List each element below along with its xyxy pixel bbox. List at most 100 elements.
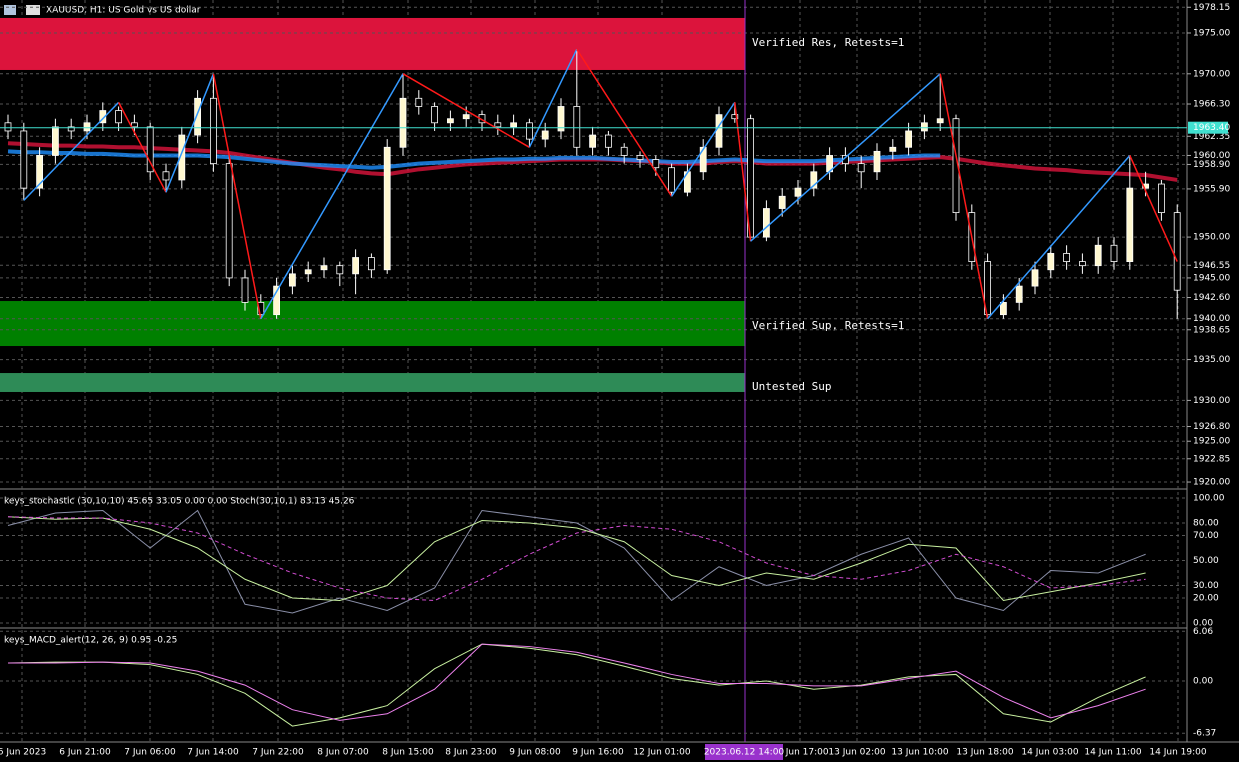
candle-body <box>446 118 454 124</box>
zone <box>0 17 745 70</box>
candle-body <box>146 126 154 173</box>
indicator-line <box>7 516 1146 602</box>
indicator-line <box>7 509 1146 614</box>
y-tick-label: 1922.85 <box>1193 454 1230 464</box>
menu-icon[interactable] <box>4 5 16 15</box>
candle-body <box>699 146 707 173</box>
candle-body <box>1063 253 1070 262</box>
current-price-bg <box>1188 121 1228 134</box>
zigzag-segment <box>670 101 736 197</box>
candle-body <box>273 285 281 316</box>
zigzag-segment <box>260 73 404 320</box>
candle-body <box>605 134 612 148</box>
candle-body <box>589 134 596 148</box>
candle-body <box>652 159 660 169</box>
candle-body <box>794 187 802 197</box>
y-tick-label: 1942.60 <box>1193 293 1230 303</box>
candle-body <box>1173 212 1181 291</box>
time-label: 13 Jun 10:00 <box>891 748 948 758</box>
y-tick-label: 0.00 <box>1193 676 1213 686</box>
candle-body <box>778 195 786 209</box>
zigzag-segment <box>576 48 673 197</box>
y-tick-label: 70.00 <box>1193 531 1219 541</box>
candle-body <box>557 106 565 132</box>
candle-body <box>620 146 628 156</box>
time-label: 14 Jun 03:00 <box>1021 748 1078 758</box>
zigzag-segment <box>987 154 1131 320</box>
time-label: 7 Jun 14:00 <box>187 748 239 758</box>
candle-body <box>541 130 549 140</box>
candle-body <box>336 265 344 275</box>
time-label: 8 Jun 23:00 <box>445 748 497 758</box>
zigzag-segment <box>165 73 215 193</box>
candle-body <box>921 122 928 132</box>
moving-average <box>7 149 941 170</box>
y-tick-label: 1975.00 <box>1193 28 1230 38</box>
candle-body <box>130 122 138 128</box>
candle-body <box>1158 183 1165 214</box>
candle-body <box>462 114 470 120</box>
time-label: 8 Jun 07:00 <box>317 748 369 758</box>
y-tick-label: 1930.00 <box>1193 396 1230 406</box>
candle-body <box>415 97 423 107</box>
y-tick-label: 1966.30 <box>1193 100 1230 110</box>
candle-body <box>731 114 739 120</box>
y-tick-label: 1926.80 <box>1193 422 1230 432</box>
candle-body <box>905 130 912 148</box>
candle-body <box>510 122 518 128</box>
candle-body <box>1015 285 1023 303</box>
candle-body <box>873 150 881 173</box>
time-label: 7 Jun 22:00 <box>252 748 304 758</box>
candle-body <box>952 118 960 214</box>
indicator-line <box>7 643 1146 727</box>
candle-body <box>668 167 675 193</box>
time-label: 9 Jun 08:00 <box>509 748 561 758</box>
zigzag-segment <box>212 73 262 319</box>
y-tick-label: 1920.00 <box>1193 478 1230 488</box>
candle-body <box>257 302 265 316</box>
time-label: 6 Jun 2023 <box>0 748 46 758</box>
candle-body <box>936 118 944 124</box>
y-tick-label: 50.00 <box>1193 556 1219 566</box>
candle-body <box>399 97 407 148</box>
candle-body <box>857 163 865 173</box>
candle-body <box>573 106 581 148</box>
zigzag-segment <box>750 73 941 242</box>
y-tick-label: 1950.00 <box>1193 233 1230 243</box>
y-tick-label: 1940.00 <box>1193 314 1230 324</box>
candle-body <box>209 97 217 165</box>
time-label: 13 Jun 02:00 <box>828 748 885 758</box>
zone-label: Verified Sup, Retests=1 <box>752 319 904 332</box>
y-tick-label: 6.06 <box>1193 627 1213 637</box>
y-tick-label: 1960.00 <box>1193 151 1230 161</box>
candle-body <box>67 126 75 132</box>
candle-body <box>889 146 897 152</box>
candle-body <box>367 257 375 271</box>
zigzag-segment <box>1129 155 1178 262</box>
candle-body <box>288 273 296 287</box>
symbol-icon <box>26 5 40 15</box>
candle-body <box>1142 183 1149 189</box>
time-cursor-label: 2023.06.12 14:00 <box>704 748 785 758</box>
candle-body <box>1126 187 1134 262</box>
y-tick-label: 1946.55 <box>1193 261 1230 271</box>
candle-body <box>1047 253 1055 271</box>
candle-body <box>304 269 312 275</box>
indicator-title: keys_MACD_alert(12, 26, 9) 0.95 -0.25 <box>4 636 177 646</box>
y-tick-label: 100.00 <box>1193 494 1225 504</box>
time-label: 8 Jun 15:00 <box>382 748 434 758</box>
time-label: 6 Jun 21:00 <box>59 748 111 758</box>
candle-body <box>1000 302 1007 316</box>
zigzag-segment <box>23 101 120 201</box>
time-label: 7 Jun 06:00 <box>124 748 176 758</box>
y-tick-label: 1962.35 <box>1193 132 1230 142</box>
candle-body <box>178 134 186 181</box>
y-tick-label: 1955.90 <box>1193 184 1230 194</box>
candle-body <box>241 277 249 303</box>
time-label: 12 Jun 17:00 <box>771 748 828 758</box>
y-tick-label: 1935.00 <box>1193 355 1230 365</box>
candle-body <box>984 261 991 316</box>
zigzag-segment <box>734 102 752 242</box>
candle-body <box>763 208 770 238</box>
